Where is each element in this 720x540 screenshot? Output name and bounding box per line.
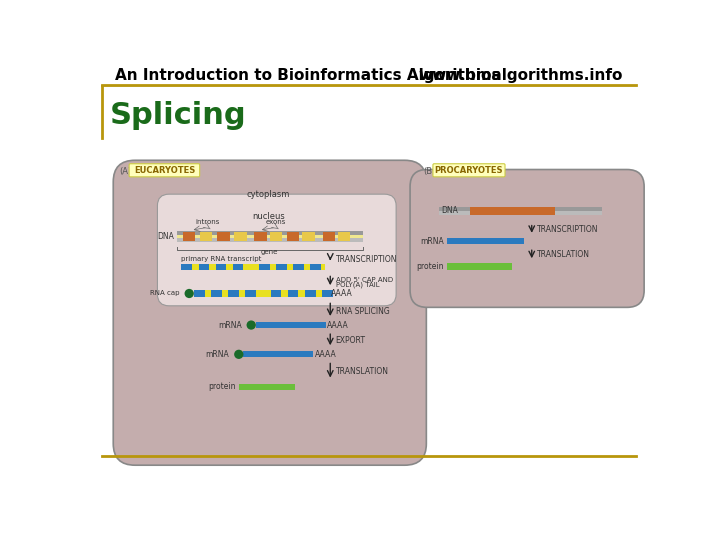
Bar (438, 207, 601, 211)
Text: cytoplasm: cytoplasm (246, 190, 290, 199)
Text: AAAA: AAAA (327, 321, 349, 329)
Bar (276, 264, 287, 271)
Text: primary RNA transcript: primary RNA transcript (181, 256, 262, 262)
Bar (446, 238, 524, 244)
Bar (256, 322, 325, 328)
Bar (310, 264, 321, 271)
Text: AAAA: AAAA (315, 350, 336, 359)
Bar (217, 232, 230, 241)
Bar (323, 232, 335, 241)
Text: mRNA: mRNA (420, 237, 444, 246)
Circle shape (184, 289, 194, 298)
Bar (338, 232, 351, 241)
Text: TRANSCRIPTION: TRANSCRIPTION (336, 255, 397, 264)
Text: RNA cap: RNA cap (150, 291, 180, 296)
Text: EUCARYOTES: EUCARYOTES (134, 166, 195, 175)
Bar (446, 264, 513, 269)
Text: Splicing: Splicing (110, 101, 247, 130)
Bar (177, 231, 363, 235)
Text: TRANSCRIPTION: TRANSCRIPTION (537, 225, 598, 234)
Text: exons: exons (266, 219, 286, 225)
Text: RNA SPLICING: RNA SPLICING (336, 307, 390, 316)
Bar (243, 351, 313, 357)
Bar (293, 264, 304, 271)
Text: (A): (A) (120, 166, 132, 176)
Text: PROCARYOTES: PROCARYOTES (435, 166, 503, 175)
Circle shape (234, 350, 243, 359)
Text: mRNA: mRNA (218, 321, 242, 329)
Text: TRANSLATION: TRANSLATION (537, 251, 590, 260)
Text: protein: protein (208, 382, 235, 391)
Text: An Introduction to Bioinformatics Algorithms: An Introduction to Bioinformatics Algori… (114, 68, 500, 83)
FancyBboxPatch shape (433, 164, 505, 177)
Bar (181, 264, 325, 271)
Bar (271, 291, 282, 296)
Bar (183, 232, 195, 241)
Text: nucleus: nucleus (252, 212, 284, 221)
Bar (181, 264, 192, 271)
Bar (287, 232, 300, 241)
Bar (194, 291, 330, 296)
Bar (177, 231, 363, 242)
Bar (438, 211, 601, 215)
FancyBboxPatch shape (113, 160, 426, 465)
Text: DNA: DNA (158, 232, 174, 241)
Text: DNA: DNA (441, 206, 458, 215)
Bar (177, 238, 363, 242)
Bar (239, 383, 294, 390)
Bar (259, 264, 270, 271)
Bar (199, 264, 210, 271)
FancyBboxPatch shape (410, 170, 644, 307)
Text: POLY(A) TAIL: POLY(A) TAIL (336, 282, 379, 288)
Text: ADD 5' CAP AND: ADD 5' CAP AND (336, 276, 393, 282)
Bar (200, 232, 212, 241)
Bar (211, 291, 222, 296)
FancyBboxPatch shape (129, 164, 199, 177)
Bar (228, 291, 239, 296)
Bar (270, 232, 282, 241)
Text: gene: gene (261, 249, 279, 255)
Bar (234, 232, 246, 241)
Bar (287, 291, 299, 296)
Text: protein: protein (417, 262, 444, 271)
Bar (254, 232, 266, 241)
Circle shape (246, 320, 256, 330)
Text: TRANSLATION: TRANSLATION (336, 367, 389, 376)
Bar (233, 264, 243, 271)
Bar (215, 264, 226, 271)
Text: AAAA: AAAA (331, 289, 353, 298)
Bar (245, 291, 256, 296)
Text: introns: introns (196, 219, 220, 225)
Text: mRNA: mRNA (206, 350, 230, 359)
Text: (B): (B) (423, 166, 436, 176)
FancyBboxPatch shape (158, 194, 396, 306)
Text: EXPORT: EXPORT (336, 336, 366, 345)
Bar (469, 207, 555, 215)
Bar (302, 232, 315, 241)
Text: www.bioalgorithms.info: www.bioalgorithms.info (419, 68, 624, 83)
Bar (322, 291, 333, 296)
Bar (305, 291, 315, 296)
Bar (194, 291, 204, 296)
